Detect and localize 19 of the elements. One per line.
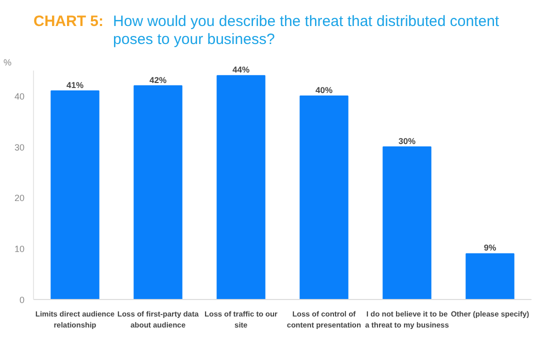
bar bbox=[300, 95, 348, 300]
bar bbox=[50, 90, 100, 300]
data-label: 44% bbox=[232, 64, 250, 75]
y-tick-label: 30 bbox=[14, 142, 25, 152]
bar bbox=[216, 75, 266, 300]
data-label: 42% bbox=[149, 74, 167, 85]
y-tick-label: 20 bbox=[14, 193, 25, 204]
y-axis-title: % bbox=[3, 58, 12, 68]
bar bbox=[134, 85, 182, 300]
y-tick-label: 40 bbox=[14, 91, 25, 102]
bar bbox=[382, 146, 432, 300]
chart-title: CHART 5: How would you describe the threat that distributed content poses to your business? bbox=[34, 13, 500, 48]
data-label: 9% bbox=[484, 242, 497, 253]
data-label: 40% bbox=[315, 84, 333, 95]
y-tick-label: 0 bbox=[19, 295, 25, 305]
data-label: 41% bbox=[66, 80, 84, 90]
bar bbox=[466, 253, 514, 300]
y-tick-label: 10 bbox=[14, 244, 25, 254]
data-label: 30% bbox=[398, 136, 416, 146]
